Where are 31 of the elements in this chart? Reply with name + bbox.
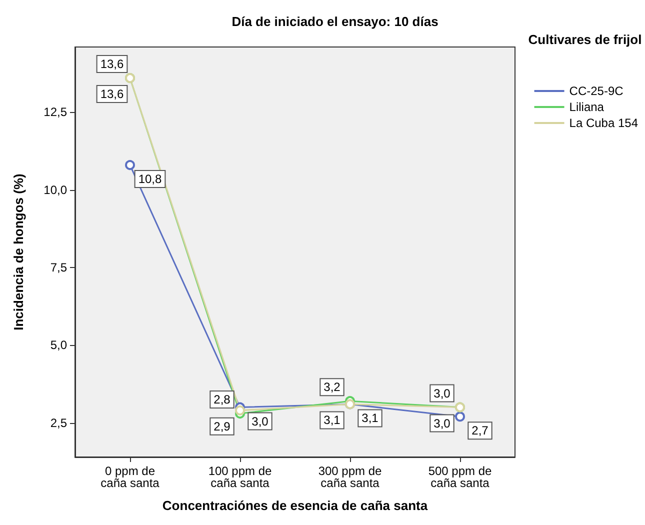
data-label: 3,0 — [434, 386, 451, 400]
data-label: 3,1 — [362, 411, 379, 426]
data-label: 10,8 — [138, 172, 162, 186]
x-tick-label: 100 ppm de caña santa — [208, 464, 272, 490]
point — [235, 405, 245, 416]
data-label: 3,1 — [324, 413, 341, 428]
legend-label: La Cuba 154 — [569, 116, 638, 130]
y-tick-label: 5,0 — [50, 338, 68, 352]
legend-label: CC-25-9C — [569, 84, 624, 98]
data-label: 2,9 — [214, 419, 231, 434]
data-label: 13,6 — [100, 57, 124, 72]
data-label: 3,0 — [434, 416, 451, 430]
data-label: 2,8 — [214, 392, 231, 407]
x-tick-label: 0 ppm de caña santa — [100, 464, 160, 490]
legend-label: Liliana — [569, 100, 604, 114]
y-tick-label: 12,5 — [44, 105, 68, 120]
point — [455, 412, 465, 422]
y-tick-label: 10,0 — [44, 182, 68, 197]
data-label: 3,0 — [252, 414, 269, 428]
data-label: 2,7 — [472, 424, 489, 438]
data-label: 13,6 — [100, 87, 124, 102]
data-label: 3,2 — [324, 380, 341, 394]
x-axis-title: Concentraciónes de esencia de caña santa — [162, 498, 428, 513]
chart-title: Día de iniciado el ensayo: 10 días — [232, 14, 438, 29]
y-axis-title: Incidencia de hongos (%) — [11, 174, 26, 330]
point — [125, 160, 135, 170]
y-tick-label: 7,5 — [50, 260, 68, 275]
x-tick-label: 500 ppm de caña santa — [428, 464, 492, 490]
x-tick-label: 300 ppm de caña santa — [318, 464, 382, 490]
y-tick-label: 2,5 — [50, 416, 68, 430]
legend-title: Cultivares de frijol — [528, 32, 642, 47]
